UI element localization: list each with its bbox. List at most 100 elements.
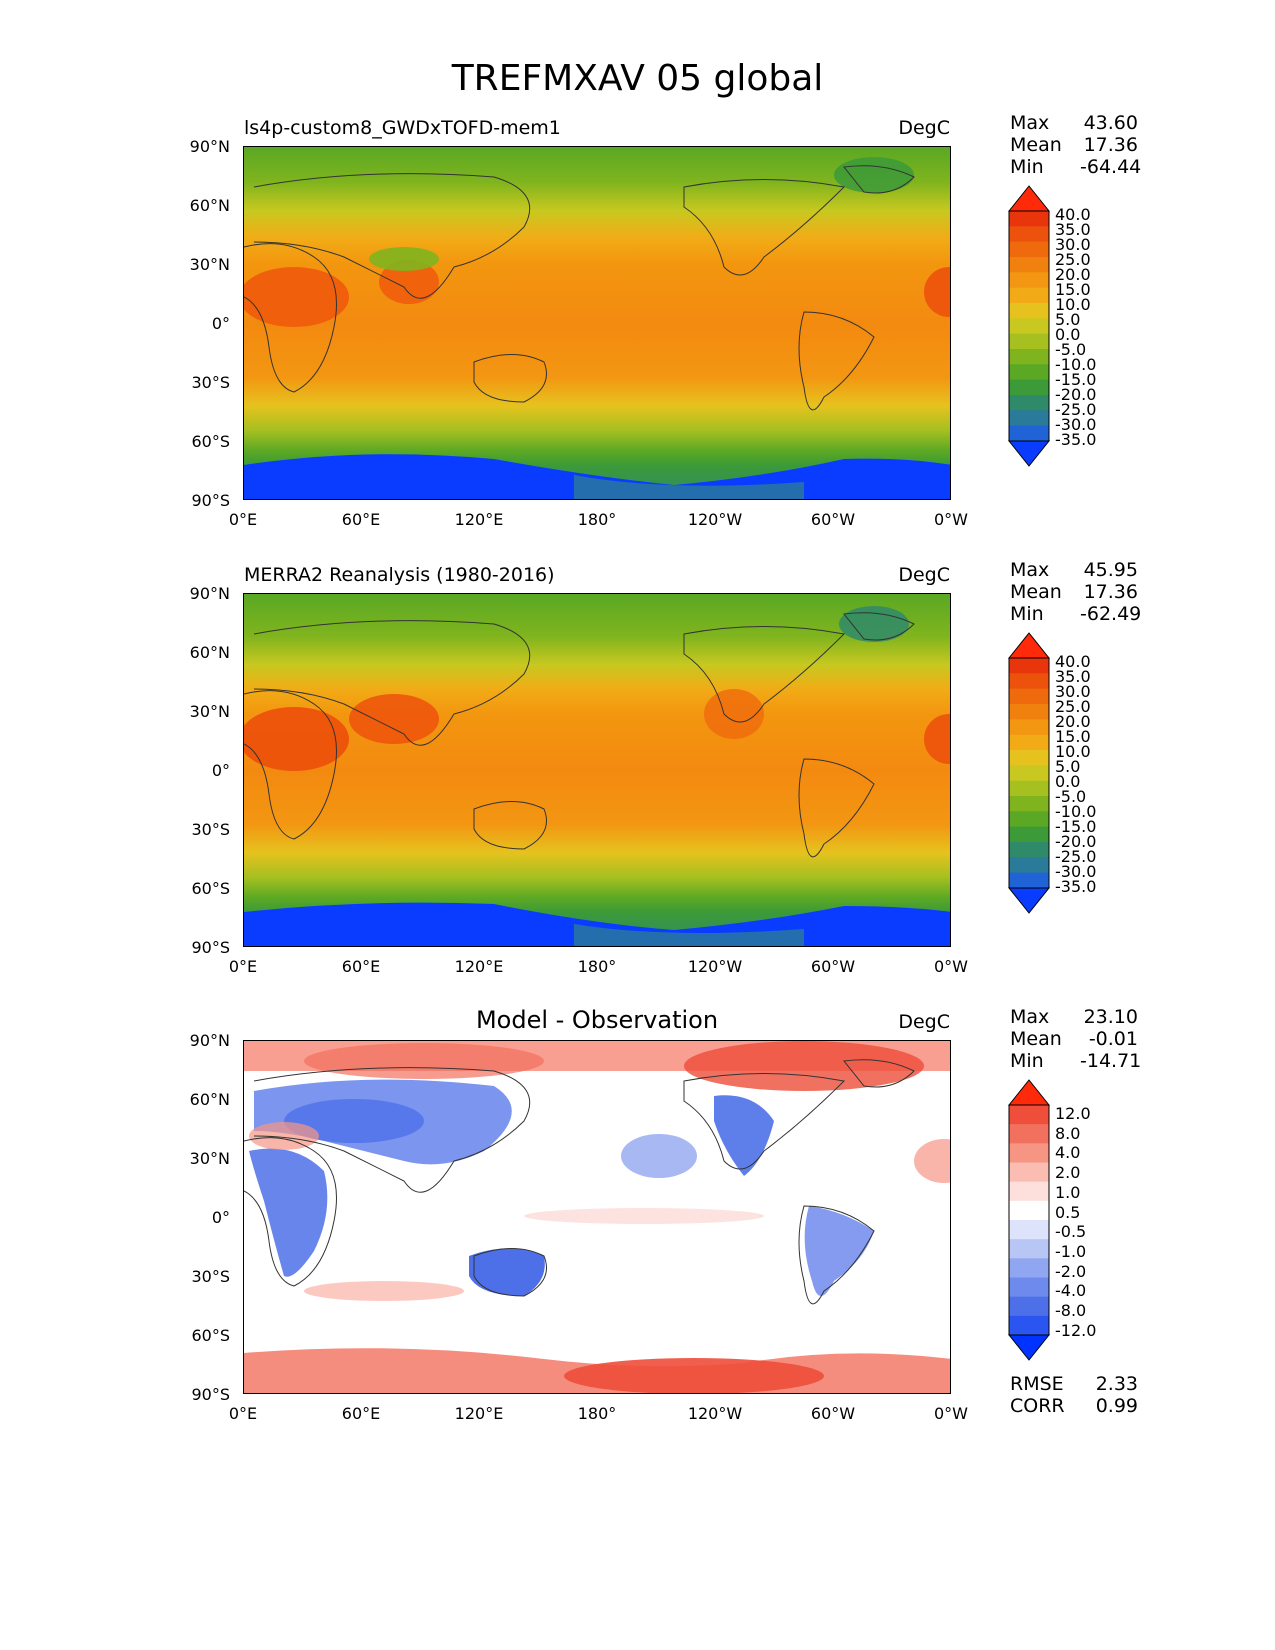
colorbar-swatch [1009,303,1049,319]
panel-3-ytick-5: 30°S [191,1267,230,1286]
colorbar-label: 12.0 [1055,1104,1091,1123]
colorbar-label: 35.0 [1055,220,1091,239]
colorbar-swatch [1009,857,1049,874]
colorbar-swatch [1009,1105,1049,1125]
colorbar-label: -10.0 [1055,802,1097,821]
panel-1-units: DegC [898,117,950,139]
panel-3-map [243,1040,951,1394]
stat-value: 45.95 [1083,559,1138,581]
panel-1-ytick-2: 60°N [189,196,230,215]
colorbar-label: -5.0 [1055,340,1087,359]
panel-2-map [243,593,951,947]
panel-3-ytick-7: 90°S [191,1385,230,1404]
colorbar-swatch [1009,1258,1049,1278]
colorbar-extend-min [1007,440,1051,467]
colorbar-label: -5.0 [1055,787,1087,806]
colorbar-frame [1008,657,1050,889]
stat-label: Min [1010,603,1044,625]
stat-label: Max [1010,559,1050,581]
colorbar-label: -30.0 [1055,415,1097,434]
panel-2-temperature-field [244,594,950,946]
colorbar-frame [1008,1104,1050,1336]
colorbar-label: 20.0 [1055,265,1091,284]
colorbar-label: 0.0 [1055,772,1081,791]
panel-3-metrics: RMSE 2.33 CORR 0.99 [1010,1373,1138,1417]
panel-2-xtick-7: 0°W [934,957,968,976]
stat-label: Max [1010,1006,1050,1028]
panel-2-xtick-2: 60°E [341,957,381,976]
panel-2-ytick-3: 30°N [189,702,230,721]
stat-label: Mean [1010,581,1062,603]
colorbar-label: 4.0 [1055,1143,1081,1163]
colorbar-label: -15.0 [1055,817,1097,836]
colorbar-label: 35.0 [1055,667,1091,686]
colorbar-swatch [1009,796,1049,812]
colorbar-label: -1.0 [1055,1241,1087,1261]
colorbar-swatch [1009,734,1049,751]
colorbar-swatch [1009,425,1049,442]
panel-3-title: Model - Observation [475,1006,719,1034]
colorbar-extend-max [1007,632,1051,659]
panel-3-xtick-7: 0°W [934,1404,968,1423]
panel-3-colorbar-swatches [1007,1079,1051,1361]
colorbar-label: 40.0 [1055,652,1091,671]
colorbar-label: 15.0 [1055,280,1091,299]
colorbar-swatch [1009,1296,1049,1317]
colorbar-label: -10.0 [1055,355,1097,374]
panel-2-stats: Max 45.95 Mean 17.36 Min -62.49 [1010,559,1142,625]
figure-title: TREFMXAV 05 global [451,58,824,99]
colorbar-swatch [1009,872,1049,889]
colorbar-swatch [1009,379,1049,396]
panel-1-ytick-7: 90°S [191,491,230,510]
panel-1-stats: Max 43.60 Mean 17.36 Min -64.44 [1010,112,1141,178]
colorbar-swatch [1009,364,1049,381]
panel-1-colorbar-swatches [1007,185,1051,467]
panel-3-xtick-4: 180° [577,1404,617,1423]
panel-3-xtick-1: 0°E [228,1404,258,1423]
colorbar-swatch [1009,410,1049,427]
panel-1-temperature-field [244,147,950,499]
colorbar-swatch [1009,719,1049,736]
stat-label: Mean [1010,134,1062,156]
metric-value: 2.33 [1095,1373,1138,1395]
colorbar-label: -25.0 [1055,847,1097,866]
colorbar-label: -20.0 [1055,832,1097,851]
colorbar-label: -2.0 [1055,1261,1087,1281]
colorbar-label: -0.5 [1055,1222,1087,1242]
colorbar-swatch [1009,826,1049,843]
panel-3-ytick-6: 60°S [191,1326,230,1345]
panel-2-xtick-5: 120°W [687,957,743,976]
colorbar-label: 20.0 [1055,712,1091,731]
panel-1-ytick-3: 30°N [189,255,230,274]
colorbar-extend-min [1007,1334,1051,1361]
panel-1-colorbar-labels: 40.0 35.0 30.0 25.0 20.0 15.0 10.0 5.0 0… [1055,207,1097,448]
stat-value: 17.36 [1083,134,1138,156]
panel-1-ytick-4: 0° [211,314,230,333]
colorbar-swatch [1009,318,1049,335]
panel-3-xtick-3: 120°E [454,1404,504,1423]
panel-3-ytick-3: 30°N [189,1149,230,1168]
panel-3-stats: Max 23.10 Mean -0.01 Min -14.71 [1010,1006,1141,1072]
panel-2-colorbar-swatches [1007,632,1051,914]
panel-3-xtick-2: 60°E [341,1404,381,1423]
panel-1-xtick-3: 120°E [454,510,504,529]
colorbar-swatch [1009,287,1049,304]
colorbar-label: 10.0 [1055,295,1091,314]
colorbar-swatch [1009,673,1049,690]
panel-3-xtick-6: 60°W [810,1404,856,1423]
stat-value: -62.49 [1080,603,1142,625]
panel-1-ytick-6: 60°S [191,432,230,451]
panel-3-colorbar [1007,1079,1051,1361]
colorbar-swatch [1009,688,1049,705]
colorbar-label: 0.5 [1055,1202,1081,1222]
colorbar-label: 5.0 [1055,310,1081,329]
colorbar-label: -15.0 [1055,370,1097,389]
colorbar-label: 30.0 [1055,682,1091,701]
stat-value: 23.10 [1083,1006,1138,1028]
panel-2-ytick-4: 0° [211,761,230,780]
colorbar-label: 1.0 [1055,1182,1081,1202]
colorbar-label: 8.0 [1055,1123,1081,1143]
colorbar-extend-max [1007,1079,1051,1106]
colorbar-swatch [1009,658,1049,674]
colorbar-extend-max [1007,185,1051,212]
